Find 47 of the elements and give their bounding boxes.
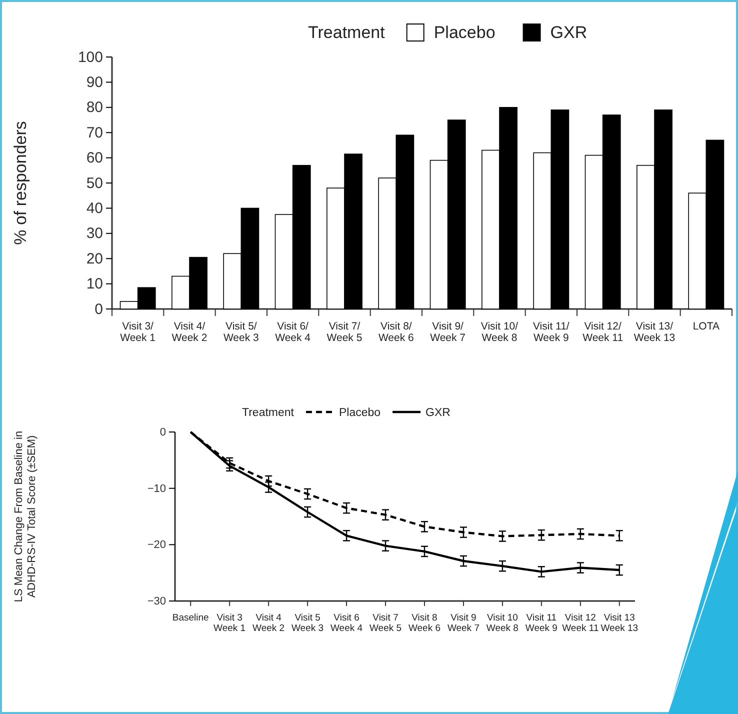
x-tick-label: Visit 10 Week 8	[486, 612, 518, 634]
x-tick-label: Visit 9 Week 7	[447, 612, 480, 634]
y-axis-title: LS Mean Change From Baseline in ADHD-RS-IV Total Score (±SEM)	[13, 430, 38, 602]
y-tick-label: −30	[147, 596, 166, 608]
x-tick-label: Visit 8 Week 6	[408, 612, 441, 634]
x-tick-label: LOTA	[692, 320, 720, 332]
x-tick-label: Visit 11 Week 9	[525, 612, 558, 634]
y-tick-label: 50	[86, 174, 103, 192]
legend-title: Treatment	[308, 22, 386, 42]
x-tick-label: Visit 9/ Week 7	[430, 320, 466, 344]
x-tick-label: Visit 8/ Week 6	[378, 320, 414, 344]
x-tick-label: Visit 6 Week 4	[330, 612, 363, 634]
x-tick-label: Visit 5/ Week 3	[223, 320, 260, 344]
y-tick-label: 80	[86, 99, 103, 116]
x-tick-label: Visit 3/ Week 1	[120, 320, 156, 344]
y-tick-label: 30	[86, 225, 103, 242]
y-tick-label: 40	[86, 200, 103, 217]
x-tick-label: Visit 4 Week 2	[252, 612, 285, 634]
legend-label: GXR	[550, 22, 588, 42]
x-tick-label: Visit 5 Week 3	[292, 612, 324, 634]
x-tick-label: Visit 7/ Week 5	[326, 320, 362, 344]
x-tick-label: Visit 4/ Week 2	[172, 320, 208, 344]
y-tick-label: 20	[86, 250, 103, 268]
x-tick-label: Visit 13/ Week 13	[634, 320, 676, 344]
y-tick-label: 10	[86, 276, 103, 293]
x-tick-label: Visit 12/ Week 11	[582, 320, 624, 344]
y-tick-label: 70	[86, 124, 103, 142]
x-tick-label: Visit 11/ Week 9	[532, 320, 570, 344]
y-tick-label: −20	[147, 539, 166, 552]
x-tick-label: Visit 12 Week 11	[562, 612, 599, 634]
legend-label: GXR	[426, 407, 450, 420]
x-tick-label: Visit 6/ Week 4	[275, 320, 311, 344]
y-tick-label: 0	[160, 426, 166, 439]
legend-label: Placebo	[338, 407, 381, 420]
x-tick-label: Visit 3 Week 1	[214, 612, 246, 634]
legend-title: Treatment	[242, 407, 295, 420]
x-tick-label: Visit 13 Week 13	[600, 612, 638, 634]
y-tick-label: −10	[147, 482, 166, 495]
x-tick-label: Baseline	[172, 612, 209, 624]
y-axis-title: % of responders	[11, 121, 30, 245]
y-tick-label: 0	[94, 300, 103, 318]
legend-label: Placebo	[434, 22, 496, 42]
y-tick-label: 100	[78, 48, 103, 66]
y-tick-label: 60	[86, 150, 103, 167]
x-tick-label: Visit 10/ Week 8	[480, 320, 518, 344]
x-tick-label: Visit 7 Week 5	[369, 612, 402, 634]
y-tick-label: 90	[86, 74, 103, 91]
